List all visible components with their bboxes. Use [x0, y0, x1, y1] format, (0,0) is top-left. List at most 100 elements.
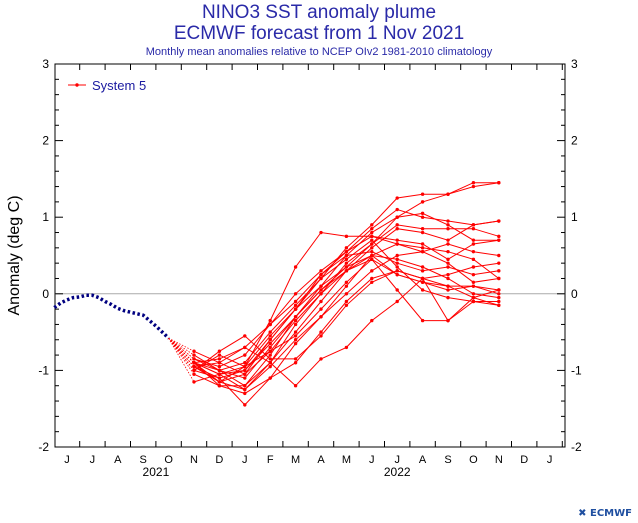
- ensemble-member-point: [192, 368, 196, 373]
- y-tick-label-right: 1: [571, 210, 578, 224]
- ecmwf-logo-icon: ✖: [578, 508, 587, 519]
- ensemble-member-point: [243, 387, 247, 392]
- ensemble-member-point: [319, 272, 323, 277]
- ensemble-member-point: [268, 357, 272, 361]
- ensemble-member-point: [268, 345, 272, 350]
- ensemble-member-point: [217, 364, 222, 369]
- y-tick-label-right: 3: [571, 57, 578, 71]
- ensemble-member-point: [293, 299, 298, 304]
- ensemble-member-point: [192, 349, 196, 353]
- ensemble-member-point: [446, 226, 450, 231]
- ensemble-member-point: [497, 234, 501, 239]
- ensemble-member-point: [420, 192, 425, 196]
- ensemble-member-point: [446, 261, 450, 265]
- ensemble-member-point: [471, 299, 476, 304]
- ensemble-member-point: [395, 265, 399, 269]
- ensemble-member-line: [193, 254, 499, 383]
- ensemble-member-point: [344, 265, 349, 269]
- x-tick-label: J: [394, 454, 400, 466]
- ensemble-member-point: [243, 334, 247, 338]
- y-tick-label-left: -2: [38, 440, 49, 454]
- ensemble-member-point: [344, 345, 349, 350]
- ensemble-member-point: [497, 292, 501, 296]
- x-tick-label: J: [64, 454, 70, 466]
- ensemble-member-point: [370, 280, 374, 285]
- ensemble-member-point: [217, 368, 222, 373]
- x-tick-label: A: [114, 454, 122, 466]
- chart-title: NINO3 SST anomaly plume: [201, 2, 437, 23]
- ensemble-member-point: [370, 242, 374, 246]
- legend-marker: [75, 83, 79, 87]
- ensemble-member-point: [471, 272, 476, 277]
- y-tick-label-left: 1: [42, 210, 49, 224]
- ensemble-member-point: [192, 353, 196, 357]
- ensemble-member-point: [446, 249, 450, 254]
- ensemble-member-point: [344, 249, 349, 254]
- ensemble-member-point: [420, 242, 425, 246]
- ensemble-member-point: [268, 318, 272, 323]
- ensemble-member-point: [420, 211, 425, 216]
- x-tick-label: J: [242, 454, 248, 466]
- ensemble-member-point: [395, 261, 399, 265]
- ensemble-member-point: [217, 380, 222, 384]
- ensemble-member-point: [344, 280, 349, 285]
- ensemble-member-point: [446, 318, 450, 323]
- ensemble-member-point: [217, 384, 222, 388]
- ensemble-member-point: [192, 372, 196, 376]
- ensemble-member-point: [471, 280, 476, 285]
- ensemble-member-point: [243, 345, 247, 350]
- ensemble-member-point: [370, 238, 374, 242]
- ensemble-member-point: [497, 303, 501, 307]
- ensemble-member-point: [446, 276, 450, 281]
- ensemble-member-point: [243, 368, 247, 373]
- ensemble-member-point: [319, 292, 323, 296]
- ensemble-member-point: [446, 284, 450, 288]
- ensemble-member-point: [319, 357, 323, 361]
- ensemble-member-point: [268, 322, 272, 327]
- ensemble-member-point: [471, 181, 476, 185]
- ensemble-member-point: [446, 265, 450, 269]
- x-tick-label: A: [419, 454, 427, 466]
- year-label: 2022: [384, 465, 411, 479]
- ensemble-member-point: [420, 200, 425, 204]
- ensemble-member-point: [497, 238, 501, 242]
- ensemble-member-point: [344, 303, 349, 307]
- ensemble-member-point: [319, 307, 323, 311]
- ensemble-member-point: [268, 341, 272, 346]
- y-tick-label-left: -1: [38, 363, 49, 377]
- ensemble-member-point: [446, 238, 450, 242]
- ensemble-member-point: [446, 223, 450, 227]
- member-connector: [168, 337, 195, 364]
- ensemble-member-point: [471, 223, 476, 227]
- ensemble-member-point: [370, 257, 374, 262]
- ensemble-member-point: [446, 257, 450, 262]
- y-tick-label-right: -2: [571, 440, 582, 454]
- ensemble-member-point: [243, 384, 247, 388]
- ensemble-member-point: [344, 269, 349, 273]
- ensemble-member-point: [370, 246, 374, 250]
- ensemble-member-point: [370, 230, 374, 235]
- x-tick-label: O: [469, 454, 478, 466]
- ensemble-member-point: [344, 246, 349, 250]
- ensemble-member-point: [344, 284, 349, 288]
- ensemble-member-point: [217, 376, 222, 380]
- y-tick-label-right: -1: [571, 363, 582, 377]
- ensemble-member-line: [193, 182, 499, 387]
- ensemble-member-point: [497, 261, 501, 265]
- ensemble-member-point: [268, 364, 272, 369]
- ensemble-member-point: [268, 338, 272, 342]
- ensemble-member-point: [446, 272, 450, 277]
- ensemble-member-point: [319, 284, 323, 288]
- ensemble-member-point: [293, 384, 298, 388]
- ensemble-member-point: [192, 361, 196, 365]
- ensemble-member-point: [420, 318, 425, 323]
- x-tick-label: D: [520, 454, 528, 466]
- ensemble-member-point: [293, 315, 298, 319]
- ensemble-member-point: [370, 276, 374, 281]
- ensemble-member-point: [293, 265, 298, 269]
- ensemble-member-point: [217, 372, 222, 376]
- ensemble-member-point: [344, 234, 349, 239]
- legend-label: System 5: [92, 78, 146, 93]
- ensemble-member-point: [217, 353, 222, 357]
